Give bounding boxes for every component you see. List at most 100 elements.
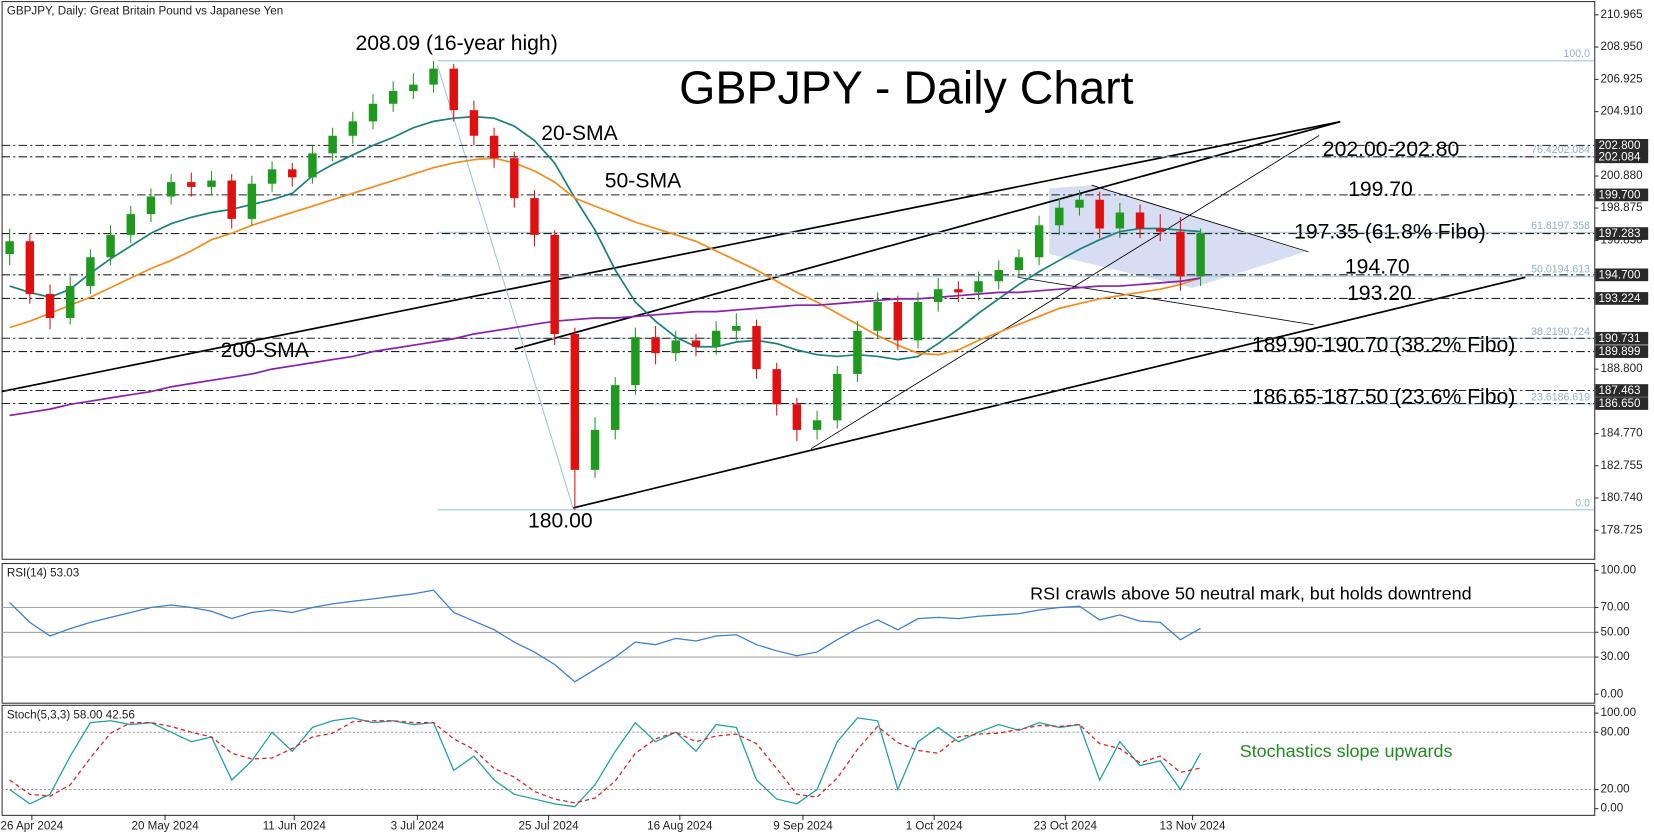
candle-body: [711, 330, 721, 347]
candle-body: [368, 103, 378, 122]
y-tick-label: 198.875: [1601, 201, 1643, 214]
y-tick-label: 0.00: [1601, 802, 1624, 815]
y-tick-label: 20.00: [1601, 783, 1631, 796]
indicator-line: [9, 717, 1202, 808]
candle-body: [933, 289, 943, 303]
level-box: [1595, 268, 1649, 282]
candle-body: [812, 420, 822, 430]
sma-line: [9, 115, 1201, 361]
candle-body: [469, 110, 479, 136]
candle-body: [1196, 233, 1205, 277]
fibo-label: 0.0: [1575, 497, 1590, 509]
candle-body: [449, 68, 458, 111]
level-label: 186.650: [1598, 397, 1641, 410]
candle-body: [25, 241, 35, 295]
annotation: 194.70: [1345, 255, 1410, 278]
annotation: 193.20: [1347, 282, 1412, 305]
channel-upper: [1, 120, 1341, 393]
candle-body: [86, 257, 95, 287]
candle-body: [610, 385, 620, 430]
level-box: [1595, 150, 1649, 164]
fibo-label: 23.6186.619: [1531, 391, 1590, 403]
y-tick-label: 100.00: [1601, 706, 1637, 719]
x-tick-label: 20 May 2024: [131, 820, 199, 833]
candle-body: [631, 337, 640, 386]
annotation: 199.70: [1348, 178, 1413, 201]
candle-body: [671, 340, 681, 354]
y-tick-label: 206.925: [1601, 72, 1643, 85]
candle-body: [288, 169, 297, 178]
level-box: [1595, 345, 1649, 358]
annotation: 208.09 (16-year high): [355, 32, 557, 55]
candle-body: [65, 286, 75, 318]
x-tick-label: 16 Aug 2024: [647, 820, 713, 833]
candle-body: [510, 158, 519, 199]
x-tick-label: 26 Apr 2024: [1, 820, 64, 833]
x-tick-label: 3 Jul 2024: [391, 820, 445, 833]
candle-body: [974, 281, 983, 293]
level-box: [1595, 188, 1649, 202]
level-label: 202.800: [1598, 139, 1641, 152]
rsi-header: RSI(14) 53.03: [7, 567, 79, 580]
chart-header: GBPJPY, Daily: Great Britain Pound vs Ja…: [7, 5, 283, 18]
y-tick-label: 204.910: [1601, 105, 1644, 118]
candle-body: [590, 429, 600, 470]
level-label: 197.283: [1598, 227, 1640, 240]
y-tick-label: 178.725: [1601, 523, 1643, 536]
candle-body: [913, 302, 923, 341]
candle-body: [1034, 225, 1044, 258]
candle-body: [691, 340, 701, 347]
y-tick-label: 80.00: [1601, 725, 1631, 738]
candle-body: [792, 404, 802, 430]
annotation: 186.65-187.50 (23.6% Fibo): [1252, 385, 1515, 408]
fibo-label: 76.4202.084: [1531, 144, 1590, 156]
sma-label: 50-SMA: [605, 170, 682, 193]
candle-body: [1176, 231, 1185, 277]
x-tick-label: 9 Sep 2024: [773, 820, 833, 833]
candle-body: [893, 302, 903, 341]
candle-body: [752, 325, 761, 370]
candle-body: [5, 241, 14, 255]
y-tick-label: 208.950: [1601, 40, 1644, 53]
candle-body: [1014, 257, 1024, 271]
y-tick-label: 210.965: [1601, 8, 1643, 21]
x-tick-label: 1 Oct 2024: [906, 820, 963, 833]
candle-body: [651, 337, 660, 354]
candle-body: [1155, 228, 1165, 232]
level-label: 190.731: [1598, 332, 1640, 345]
candle-body: [308, 153, 317, 178]
fibo-label: 61.8197.358: [1531, 220, 1590, 232]
annotation: 197.35 (61.8% Fibo): [1294, 220, 1486, 243]
candle-body: [267, 169, 277, 184]
stoch-header: Stoch(5,3,3) 58.00 42.56: [7, 708, 135, 721]
y-tick-label: 182.755: [1601, 459, 1643, 472]
y-tick-label: 180.740: [1601, 491, 1644, 504]
x-tick-label: 11 Jun 2024: [263, 820, 327, 833]
y-tick-label: 30.00: [1601, 650, 1631, 663]
sma-label: 20-SMA: [541, 122, 618, 145]
thin-trend: [810, 135, 1320, 450]
sma-line: [9, 277, 1201, 417]
candle-body: [732, 325, 741, 331]
fibo-diagonal: [437, 65, 574, 509]
trend-lines: [1, 120, 1526, 509]
candle-body: [348, 121, 358, 136]
candle-body: [328, 135, 337, 154]
candle-body: [833, 373, 842, 421]
indicator-line: [9, 589, 1201, 683]
level-box: [1595, 397, 1649, 410]
candle-body: [1075, 199, 1084, 208]
level-label: 202.084: [1598, 150, 1641, 163]
y-tick-label: 0.00: [1601, 687, 1624, 700]
chart-title: GBPJPY - Daily Chart: [679, 61, 1133, 113]
channel-upper-2: [514, 120, 1341, 351]
candle-body: [166, 182, 176, 197]
stoch-note: Stochastics slope upwards: [1240, 741, 1453, 761]
rsi-frame: [1, 562, 1596, 704]
triangle-upper: [1091, 184, 1309, 253]
rsi-note: RSI crawls above 50 neutral mark, but ho…: [1030, 583, 1471, 603]
candle-body: [772, 369, 781, 405]
level-box: [1595, 292, 1649, 305]
candle-body: [106, 234, 115, 258]
